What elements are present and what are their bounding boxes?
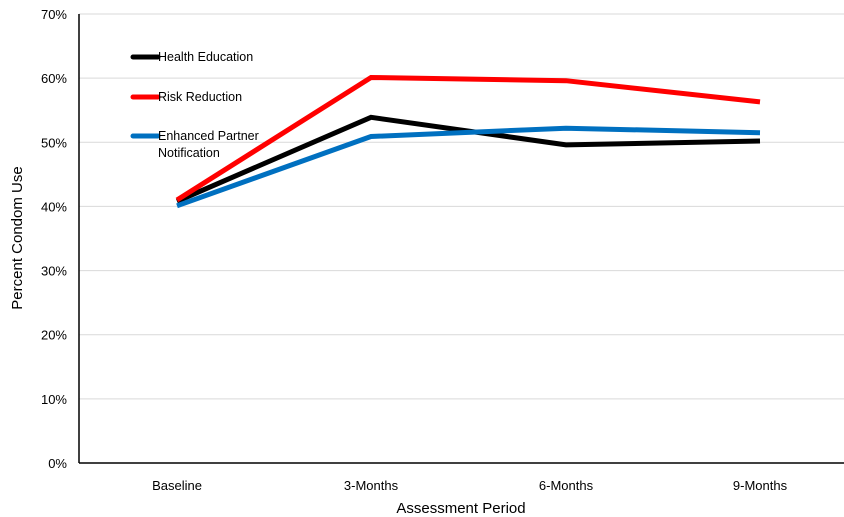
x-tick-label: Baseline (152, 478, 202, 493)
y-tick-label: 40% (41, 199, 67, 214)
y-tick-label: 60% (41, 71, 67, 86)
y-tick-labels: 0% 10% 20% 30% 40% 50% 60% 70% (41, 7, 67, 471)
y-tick-label: 0% (48, 456, 67, 471)
legend-label: Health Education (158, 50, 253, 64)
y-tick-label: 20% (41, 328, 67, 343)
series-lines (175, 74, 761, 209)
legend: Health Education Risk Reduction Enhanced P… (130, 50, 259, 160)
series-line (176, 125, 761, 209)
legend-label: Enhanced Partner Notification (158, 129, 259, 160)
x-tick-label: 3-Months (344, 478, 399, 493)
x-tick-labels: Baseline 3-Months 6-Months 9-Months (152, 478, 788, 493)
y-axis-title: Percent Condom Use (9, 166, 26, 309)
y-tick-label: 50% (41, 135, 67, 150)
x-axis-title: Assessment Period (396, 500, 525, 517)
y-tick-label: 30% (41, 264, 67, 279)
y-tick-label: 10% (41, 392, 67, 407)
legend-label: Risk Reduction (158, 90, 242, 104)
y-tick-label: 70% (41, 7, 67, 22)
x-tick-label: 9-Months (733, 478, 788, 493)
series-line (175, 74, 761, 203)
gridlines (79, 13, 844, 400)
x-tick-label: 6-Months (539, 478, 594, 493)
